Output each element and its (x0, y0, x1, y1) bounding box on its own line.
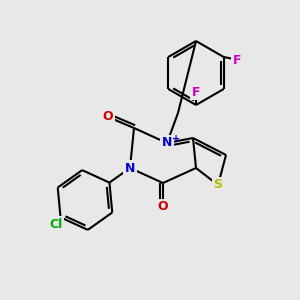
Text: O: O (158, 200, 168, 214)
Text: F: F (232, 53, 241, 67)
Text: O: O (103, 110, 113, 124)
Text: S: S (214, 178, 223, 191)
Text: N: N (162, 136, 172, 149)
Text: N: N (125, 161, 135, 175)
Text: Cl: Cl (49, 218, 62, 231)
Text: F: F (192, 85, 200, 98)
Text: +: + (172, 134, 180, 144)
